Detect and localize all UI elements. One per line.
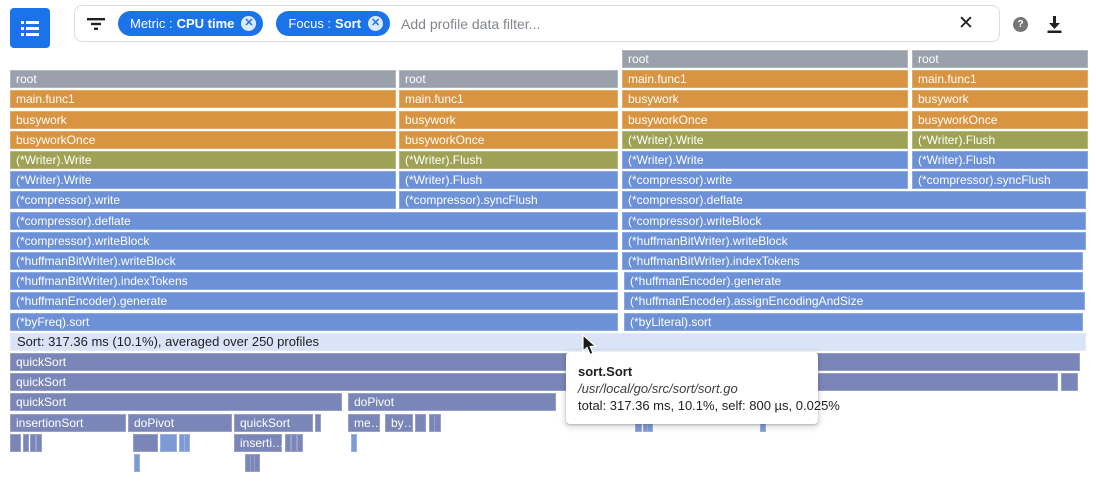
flame-frame[interactable] <box>250 454 256 472</box>
flame-frame[interactable]: quickSort <box>234 414 313 432</box>
flame-frame[interactable]: (*huffmanEncoder).assignEncodingAndSize <box>624 292 1085 310</box>
flame-frame[interactable] <box>36 434 42 452</box>
frame-tooltip: sort.Sort /usr/local/go/src/sort/sort.go… <box>566 352 840 424</box>
flame-frame[interactable]: (*Writer).Write <box>622 131 908 149</box>
flame-selected-summary-row[interactable]: Sort: 317.36 ms (10.1%), averaged over 2… <box>10 333 1086 351</box>
flame-frame[interactable]: main.func1 <box>10 90 396 108</box>
flame-frame[interactable]: (*byFreq).sort <box>10 313 618 331</box>
flame-frame[interactable] <box>415 414 426 432</box>
chip-value: CPU time <box>176 16 235 31</box>
view-list-icon <box>21 20 39 36</box>
flame-frame[interactable]: busywork <box>399 111 618 129</box>
flame-frame[interactable] <box>434 414 441 432</box>
flame-frame[interactable]: doPivot <box>128 414 232 432</box>
flame-frame[interactable] <box>23 434 29 452</box>
flame-frame[interactable]: root <box>10 70 396 88</box>
flame-frame[interactable]: (*Writer).Write <box>10 171 396 189</box>
flame-frame[interactable]: quickSort <box>10 353 1080 371</box>
flame-frame[interactable] <box>133 434 158 452</box>
download-icon <box>1047 16 1062 33</box>
flame-frame[interactable] <box>429 414 435 432</box>
flame-frame[interactable]: busyworkOnce <box>10 131 396 149</box>
flame-frame[interactable]: insertionSort <box>10 414 126 432</box>
flame-frame[interactable] <box>160 434 177 452</box>
chip-prefix: Focus : <box>288 16 332 31</box>
flame-frame[interactable]: busyworkOnce <box>912 111 1088 129</box>
flame-frame[interactable]: (*huffmanBitWriter).writeBlock <box>622 232 1086 250</box>
flame-frame[interactable]: (*huffmanBitWriter).indexTokens <box>10 272 618 290</box>
flame-frame[interactable]: (*Writer).Write <box>622 151 908 169</box>
flame-frame[interactable] <box>1061 373 1078 391</box>
flame-frame[interactable] <box>184 434 190 452</box>
flame-frame[interactable] <box>285 434 291 452</box>
flame-frame[interactable]: (*Writer).Flush <box>912 151 1088 169</box>
flame-frame[interactable]: quickSort <box>10 393 342 411</box>
flame-frame[interactable]: busywork <box>10 111 396 129</box>
flame-frame[interactable]: busywork <box>622 90 908 108</box>
flame-frame[interactable]: (*compressor).writeBlock <box>622 212 1086 230</box>
remove-chip-icon[interactable]: ✕ <box>368 16 384 31</box>
flame-frame[interactable]: by… <box>385 414 413 432</box>
tooltip-function-name: sort.Sort <box>578 364 633 379</box>
flame-frame[interactable]: root <box>622 50 908 68</box>
flame-frame[interactable]: (*huffmanBitWriter).writeBlock <box>10 252 618 270</box>
flame-frame[interactable]: main.func1 <box>622 70 908 88</box>
filter-chip-metric[interactable]: Metric : CPU time ✕ <box>118 11 264 36</box>
flame-frame[interactable] <box>254 454 260 472</box>
flame-frame[interactable]: root <box>399 70 618 88</box>
flame-frame[interactable]: (*byLiteral).sort <box>624 313 1083 331</box>
flame-frame[interactable]: main.func1 <box>912 70 1088 88</box>
remove-chip-icon[interactable]: ✕ <box>241 16 257 31</box>
flame-frame[interactable]: main.func1 <box>399 90 618 108</box>
flame-frame[interactable] <box>315 414 321 432</box>
filter-bar[interactable]: Metric : CPU time ✕ Focus : Sort ✕ ✕ <box>74 5 1000 42</box>
flame-frame[interactable] <box>10 434 21 452</box>
flame-frame[interactable]: (*huffmanBitWriter).indexTokens <box>622 252 1083 270</box>
flame-frame[interactable]: (*Writer).Flush <box>399 151 618 169</box>
flame-frame[interactable]: (*compressor).syncFlush <box>912 171 1088 189</box>
flame-frame[interactable]: (*compressor).write <box>622 171 908 189</box>
flame-frame[interactable] <box>245 454 251 472</box>
flame-frame[interactable] <box>291 434 297 452</box>
flame-frame[interactable]: (*Writer).Flush <box>912 131 1088 149</box>
flame-frame[interactable] <box>30 434 36 452</box>
flame-frame[interactable]: me… <box>348 414 380 432</box>
flame-frame[interactable]: busyworkOnce <box>399 131 618 149</box>
flame-frame[interactable]: (*huffmanEncoder).generate <box>10 292 618 310</box>
flame-frame[interactable]: (*compressor).syncFlush <box>399 191 618 209</box>
download-button[interactable] <box>1046 16 1063 33</box>
flame-frame[interactable]: quickSort <box>10 373 1058 391</box>
help-icon[interactable]: ? <box>1013 17 1028 32</box>
flame-frame[interactable] <box>297 434 303 452</box>
filter-list-icon <box>87 17 105 30</box>
flame-frame[interactable]: (*compressor).writeBlock <box>10 232 618 250</box>
filter-input[interactable] <box>401 15 951 32</box>
flame-frame[interactable]: busyworkOnce <box>622 111 908 129</box>
flame-frame[interactable]: (*Writer).Flush <box>399 171 618 189</box>
flame-frame[interactable] <box>179 434 185 452</box>
flame-frame[interactable]: doPivot <box>348 393 556 411</box>
flame-frame[interactable]: root <box>912 50 1088 68</box>
flame-frame[interactable]: (*compressor).deflate <box>622 191 1086 209</box>
flame-frame[interactable]: (*huffmanEncoder).generate <box>624 272 1083 290</box>
flame-frame[interactable]: (*Writer).Write <box>10 151 396 169</box>
tooltip-source-path: /usr/local/go/src/sort/sort.go <box>578 381 738 396</box>
flame-frame[interactable]: inserti… <box>234 434 282 452</box>
tooltip-stats: total: 317.36 ms, 10.1%, self: 800 µs, 0… <box>578 398 840 413</box>
filter-chip-focus[interactable]: Focus : Sort ✕ <box>276 11 391 36</box>
profile-list-button[interactable] <box>10 8 50 48</box>
clear-filters-button[interactable]: ✕ <box>951 9 981 39</box>
flame-frame[interactable]: (*compressor).write <box>10 191 396 209</box>
flame-frame[interactable] <box>351 434 357 452</box>
flame-frame[interactable] <box>134 454 140 472</box>
flame-frame[interactable]: busywork <box>912 90 1088 108</box>
chip-prefix: Metric : <box>130 16 173 31</box>
flame-frame[interactable]: (*compressor).deflate <box>10 212 618 230</box>
chip-value: Sort <box>335 16 362 31</box>
